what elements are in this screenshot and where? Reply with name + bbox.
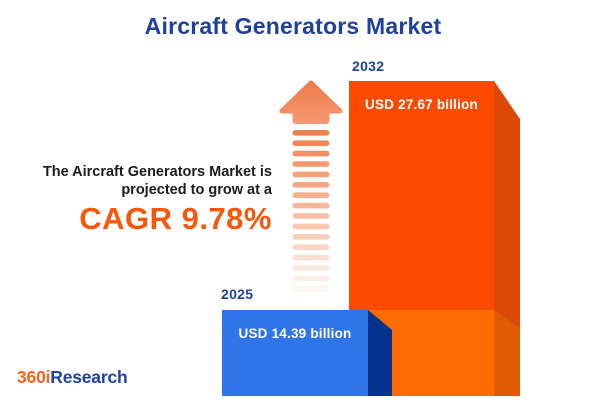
page-title: Aircraft Generators Market — [144, 13, 442, 39]
arrow-stripe — [292, 192, 330, 198]
bar-label-2025: 2025 — [221, 286, 254, 302]
arrow-stripe — [292, 254, 330, 261]
arrow-stripe — [292, 244, 330, 250]
tagline-line-2: projected to grow at a — [121, 181, 272, 198]
bar-2025 — [222, 310, 392, 396]
bar-2032-side-lower — [494, 310, 520, 396]
arrow-head — [279, 80, 343, 114]
arrow-stripe — [292, 234, 330, 240]
bar-value-2025: USD 14.39 billion — [238, 326, 352, 341]
arrow-stripe — [292, 171, 330, 178]
arrow-stripe — [292, 275, 330, 282]
arrow-stripe — [292, 223, 330, 230]
arrow-stripe — [292, 213, 330, 219]
bar-2025-front — [222, 310, 368, 396]
tagline-line-1: The Aircraft Generators Market is — [42, 164, 272, 180]
bar-2032-front-upper — [349, 81, 494, 310]
bar-label-2032: 2032 — [352, 58, 385, 74]
arrow-stripe — [292, 130, 330, 136]
growth-arrow-icon — [279, 80, 343, 292]
arrow-stripe — [292, 265, 330, 271]
arrow-stripes — [292, 130, 330, 292]
cagr-highlight: CAGR 9.78% — [79, 201, 272, 236]
arrow-stripe — [292, 202, 330, 209]
arrow-stripe — [292, 286, 330, 292]
arrow-stripe — [292, 150, 330, 157]
logo-suffix: Research — [50, 367, 128, 387]
tagline: The Aircraft Generators Market is projec… — [43, 164, 272, 199]
logo-prefix: 360i — [17, 367, 51, 387]
bar-2025-side — [368, 310, 392, 396]
arrow-stub — [292, 107, 330, 124]
arrow-stripe — [292, 140, 330, 146]
arrow-stripe — [292, 161, 330, 167]
arrow-stripe — [292, 182, 330, 188]
bar-value-2032: USD 27.67 billion — [365, 97, 478, 112]
brand-logo: 360iResearch — [17, 367, 128, 388]
